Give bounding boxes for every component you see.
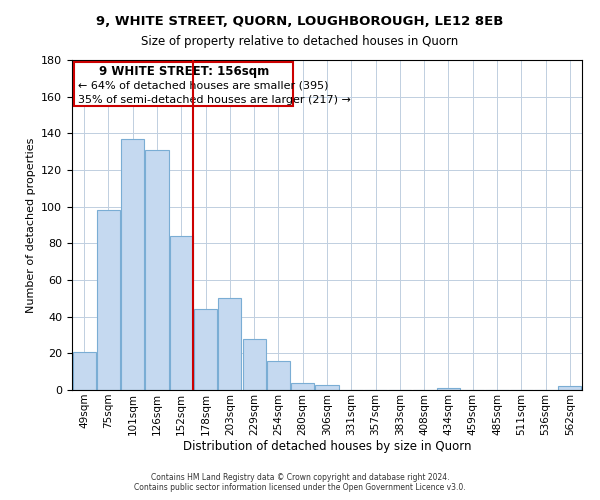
Bar — [97, 210, 120, 390]
Bar — [316, 384, 338, 390]
Bar — [437, 388, 460, 390]
Text: 9 WHITE STREET: 156sqm: 9 WHITE STREET: 156sqm — [98, 66, 269, 78]
Text: 9, WHITE STREET, QUORN, LOUGHBOROUGH, LE12 8EB: 9, WHITE STREET, QUORN, LOUGHBOROUGH, LE… — [97, 15, 503, 28]
FancyBboxPatch shape — [74, 62, 293, 106]
Bar — [73, 352, 95, 390]
Bar — [170, 236, 193, 390]
Bar — [291, 382, 314, 390]
Text: ← 64% of detached houses are smaller (395): ← 64% of detached houses are smaller (39… — [78, 80, 329, 90]
Bar — [267, 360, 290, 390]
Text: 35% of semi-detached houses are larger (217) →: 35% of semi-detached houses are larger (… — [78, 95, 351, 105]
Bar — [194, 310, 217, 390]
Y-axis label: Number of detached properties: Number of detached properties — [26, 138, 35, 312]
Bar — [242, 338, 266, 390]
Bar — [559, 386, 581, 390]
Bar — [218, 298, 241, 390]
Bar — [121, 139, 144, 390]
Bar — [145, 150, 169, 390]
X-axis label: Distribution of detached houses by size in Quorn: Distribution of detached houses by size … — [183, 440, 471, 454]
Text: Size of property relative to detached houses in Quorn: Size of property relative to detached ho… — [142, 35, 458, 48]
Text: Contains HM Land Registry data © Crown copyright and database right 2024.
Contai: Contains HM Land Registry data © Crown c… — [134, 473, 466, 492]
